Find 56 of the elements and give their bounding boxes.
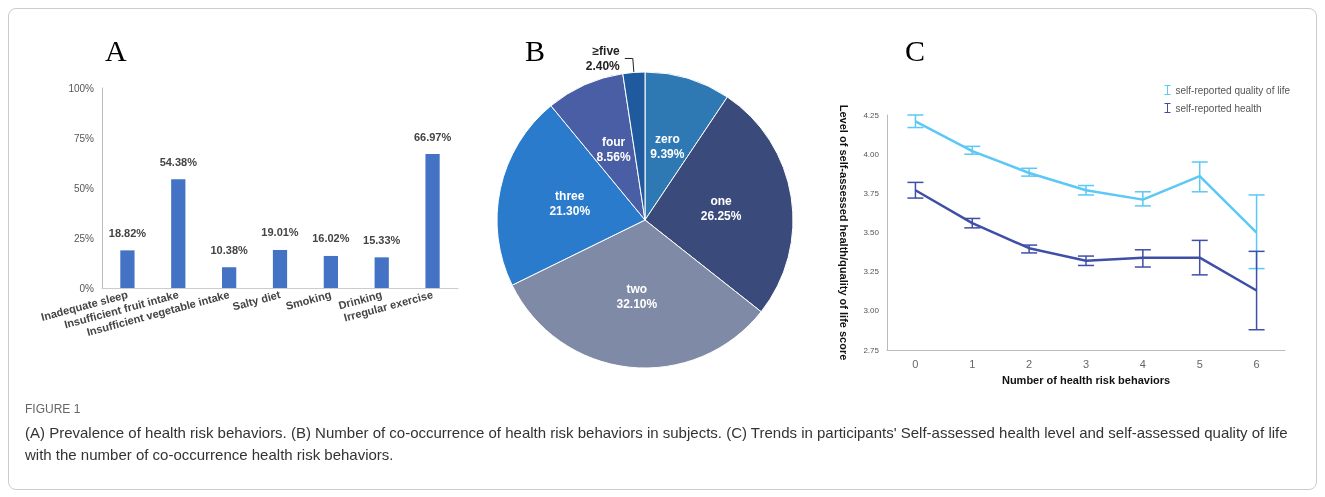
- legend-label: self-reported health: [1175, 102, 1262, 114]
- x-tick-label: 1: [969, 357, 976, 370]
- data-label: 19.01%: [261, 226, 299, 239]
- chart-title: B: [525, 33, 546, 67]
- data-label: 66.97%: [413, 130, 452, 143]
- bar: [374, 257, 389, 288]
- slice-label: four: [601, 135, 626, 150]
- data-label: 15.33%: [363, 233, 401, 246]
- data-label: 8.56%: [596, 150, 631, 165]
- chart-title: C: [905, 33, 926, 67]
- bar: [120, 250, 135, 288]
- data-label: 32.10%: [616, 297, 658, 312]
- caption: FIGURE 1: [25, 401, 82, 418]
- y-tick-label: 3.00: [863, 306, 880, 316]
- slice-label: ≥five: [592, 43, 621, 58]
- x-tick-label: 3: [1082, 357, 1090, 370]
- slice-label: two: [626, 282, 648, 297]
- data-label: 54.38%: [159, 155, 198, 168]
- y-tick-label: 50%: [73, 182, 95, 194]
- x-tick-label: 2: [1026, 357, 1033, 370]
- y-axis-title: Level of self-assessed health/quality of life score: [837, 104, 850, 361]
- data-label: 10.38%: [210, 243, 249, 256]
- x-tick-label: 4: [1139, 357, 1146, 370]
- data-label: 16.02%: [312, 232, 350, 245]
- chart-title: A: [105, 33, 127, 67]
- data-label: 9.39%: [650, 146, 685, 161]
- slice-label: one: [710, 193, 733, 208]
- y-tick-label: 25%: [73, 232, 95, 244]
- y-tick-label: 100%: [68, 82, 95, 94]
- x-tick-label: Salty diet: [231, 288, 282, 313]
- y-tick-label: 3.50: [863, 228, 880, 238]
- bar: [272, 249, 288, 288]
- bar: [171, 179, 186, 288]
- text: (A) Prevalence of health risk behaviors. (B) Number of co-occurrence of health risk behaviors in subjects. (C) Trends in participants' Self-assessed health level and self-assessed quality of life with the number of co-occurrence health risk behaviors.: [25, 423, 1289, 465]
- x-tick-label: 6: [1253, 357, 1260, 370]
- y-tick-label: 0%: [79, 282, 95, 294]
- data-label: 26.25%: [700, 208, 742, 223]
- bar: [323, 255, 338, 288]
- x-tick-label: 5: [1196, 357, 1203, 370]
- y-tick-label: 3.75: [863, 188, 880, 198]
- data-label: 2.40%: [585, 58, 621, 73]
- y-tick-label: 4.25: [863, 110, 880, 120]
- slice-label: three: [555, 189, 585, 204]
- data-label: 21.30%: [549, 204, 591, 219]
- y-tick-label: 75%: [73, 132, 95, 144]
- y-tick-label: 3.25: [863, 267, 880, 277]
- x-axis-title: Number of health risk behaviors: [1001, 373, 1171, 386]
- y-tick-label: 2.75: [863, 345, 880, 355]
- slice-label: zero: [655, 131, 680, 146]
- x-tick-label: 0: [912, 357, 919, 370]
- y-tick-label: 4.00: [863, 149, 880, 159]
- legend-label: self-reported quality of life: [1175, 84, 1291, 96]
- bar: [222, 267, 237, 288]
- bar: [425, 154, 440, 288]
- data-label: 18.82%: [108, 226, 147, 239]
- x-tick-label: Smoking: [284, 288, 333, 312]
